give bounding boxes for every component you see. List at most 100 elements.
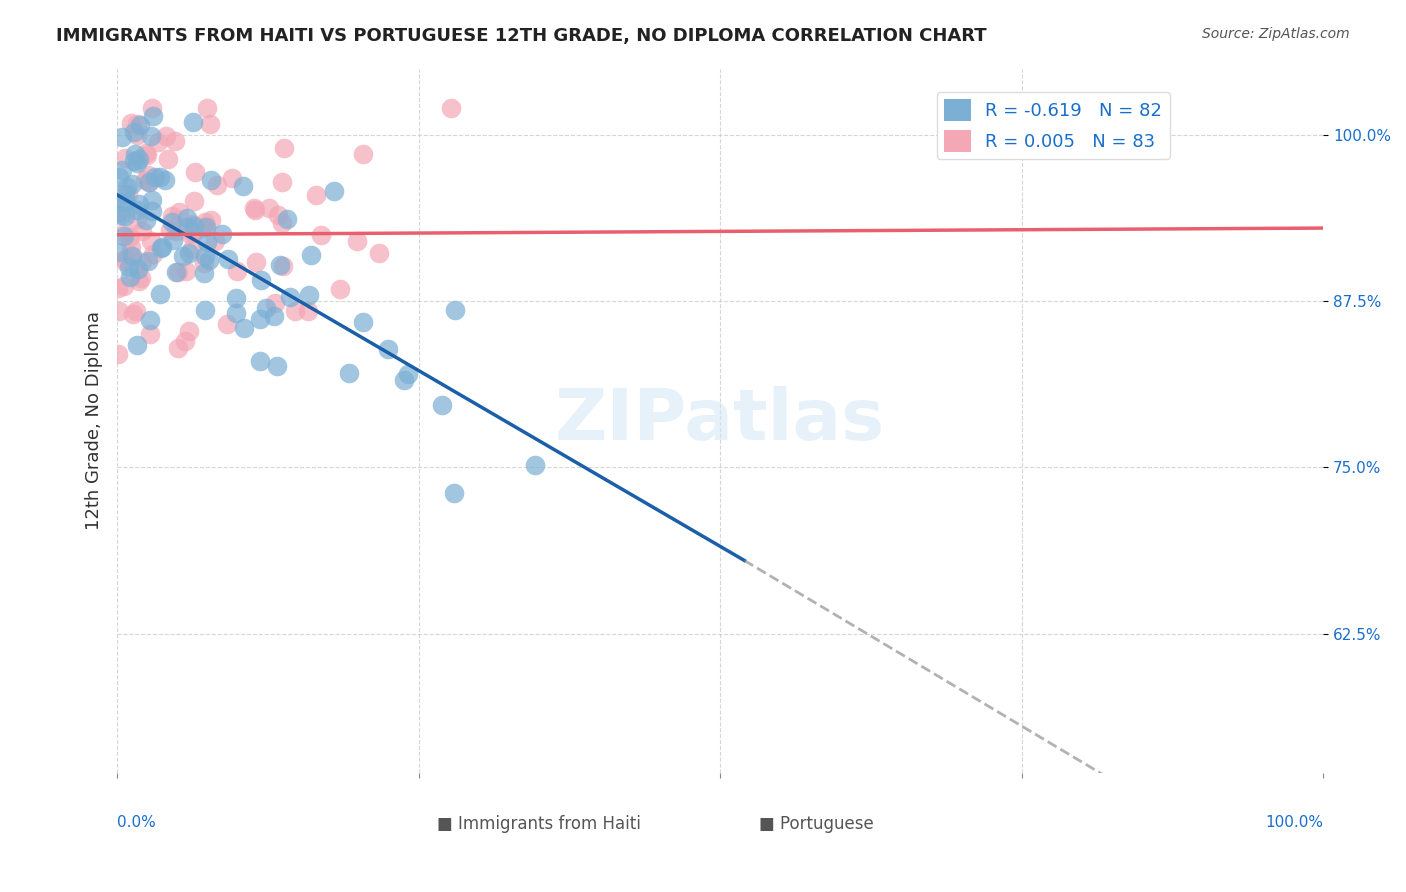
Point [200,213,222,227]
Point [524,458,547,473]
Point [179,227,201,241]
Point [346,234,368,248]
Point [131,224,153,238]
Text: ZIPatlas: ZIPatlas [555,386,886,455]
Point [225,292,247,306]
Point [162,233,184,247]
Point [115,179,138,194]
Text: 0.0%: 0.0% [117,815,156,830]
Text: IMMIGRANTS FROM HAITI VS PORTUGUESE 12TH GRADE, NO DIPLOMA CORRELATION CHART: IMMIGRANTS FROM HAITI VS PORTUGUESE 12TH… [56,27,987,45]
Point [150,241,173,255]
Point [305,187,328,202]
Point [131,255,153,269]
Point [232,178,254,193]
Point [444,303,467,318]
Point [149,287,172,301]
Point [120,115,142,129]
Point [128,196,150,211]
Point [141,193,163,207]
Point [221,170,243,185]
Point [107,347,129,361]
Point [194,249,217,263]
Point [118,270,141,285]
Point [114,151,136,165]
Point [125,338,148,352]
Point [173,334,195,349]
Point [191,219,214,234]
Y-axis label: 12th Grade, No Diploma: 12th Grade, No Diploma [86,311,103,531]
Point [125,117,148,131]
Point [127,128,149,143]
Point [298,287,321,301]
Point [193,219,215,234]
Point [122,125,145,139]
Point [329,282,352,296]
Point [112,279,135,293]
Point [120,240,142,254]
Point [311,227,333,242]
Point [184,164,207,178]
Point [139,313,162,327]
Point [352,315,374,329]
Point [117,186,139,201]
Point [167,341,190,355]
Point [165,265,187,279]
Point [114,209,136,223]
Point [197,235,219,250]
Point [121,178,143,192]
Point [257,201,280,215]
Point [122,307,145,321]
Point [184,222,207,236]
Point [267,208,290,222]
Point [125,155,148,169]
Point [323,184,346,198]
Point [107,245,129,260]
Point [172,249,194,263]
Point [129,118,152,132]
Point [114,252,136,267]
Point [142,109,165,123]
Point [136,148,159,162]
Point [193,267,215,281]
Point [276,212,298,227]
Point [169,204,191,219]
Point [243,202,266,217]
Point [195,102,218,116]
Point [152,240,174,254]
Point [249,312,271,326]
Point [367,246,389,260]
Point [139,234,162,248]
Point [194,302,217,317]
Point [160,215,183,229]
Point [128,274,150,288]
Point [111,129,134,144]
Point [142,246,165,260]
Point [107,281,129,295]
Point [136,169,159,183]
Point [156,152,179,166]
Point [198,117,221,131]
Point [167,265,190,279]
Point [215,317,238,331]
Point [194,220,217,235]
Point [118,230,141,244]
Point [183,194,205,209]
Point [118,260,141,275]
Point [443,486,465,500]
Point [270,175,292,189]
Point [194,215,217,229]
Point [432,398,454,412]
Point [153,173,176,187]
Point [127,262,149,277]
Point [266,359,288,373]
Point [174,264,197,278]
Point [250,273,273,287]
Point [138,175,160,189]
Point [245,255,267,269]
Point [114,186,136,201]
Point [134,173,156,187]
Point [115,194,138,209]
Point [112,254,135,268]
Point [243,201,266,215]
Point [141,102,163,116]
